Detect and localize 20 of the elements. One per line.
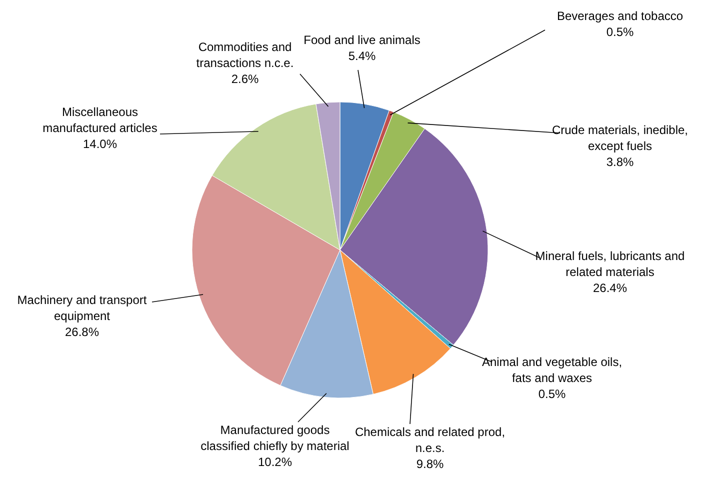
- data-label: 9.8%: [416, 457, 444, 471]
- data-label: 26.8%: [64, 325, 100, 339]
- data-label: 5.4%: [348, 49, 376, 63]
- slice-label: Animal and vegetable oils, fats and waxes: [482, 355, 622, 385]
- slice-label: Mineral fuels, lubricants and related materials: [535, 249, 685, 279]
- slice-label: Food and live animals: [304, 33, 420, 47]
- data-label: 26.4%: [592, 281, 628, 295]
- data-label: 14.0%: [82, 137, 118, 151]
- slice-label: Manufactured goods classified chiefly by material: [200, 423, 350, 453]
- data-label: 10.2%: [258, 455, 292, 469]
- data-label: 0.5%: [606, 25, 634, 39]
- slice-label: Chemicals and related prod, n.e.s.: [354, 425, 506, 455]
- data-label: 2.6%: [231, 72, 259, 86]
- data-label: 0.5%: [538, 387, 566, 401]
- slice-label: Miscellaneous manufactured articles: [42, 105, 158, 135]
- slice-label: Crude materials, inedible, except fuels: [552, 123, 688, 153]
- slice-label: Machinery and transport equipment: [17, 293, 148, 323]
- slice-label: Commodities and transactions n.c.e.: [196, 40, 294, 70]
- data-label: 3.8%: [606, 155, 634, 169]
- slice-label: Beverages and tobacco: [556, 9, 684, 23]
